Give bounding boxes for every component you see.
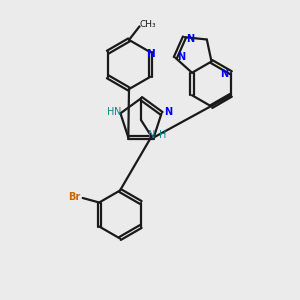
Text: H: H <box>159 130 167 140</box>
Text: H: H <box>107 107 115 117</box>
Text: N: N <box>186 34 194 44</box>
Text: N: N <box>148 130 156 140</box>
Text: N: N <box>164 107 172 117</box>
Text: N: N <box>114 107 121 117</box>
Text: N: N <box>220 69 228 79</box>
Text: N: N <box>147 49 156 59</box>
Text: N: N <box>177 52 185 62</box>
Text: CH₃: CH₃ <box>140 20 156 29</box>
Text: Br: Br <box>68 192 80 202</box>
